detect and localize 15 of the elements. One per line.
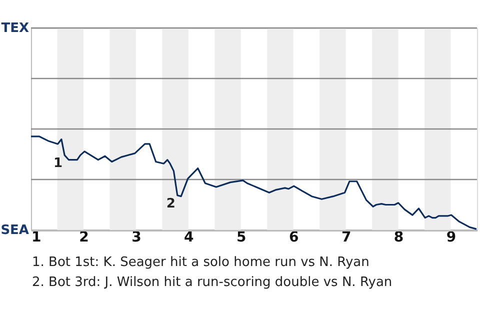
x-tick-label: 9 (446, 230, 456, 246)
annotation: 1 (54, 156, 63, 172)
x-tick-label: 2 (79, 230, 89, 246)
x-tick-label: 4 (184, 230, 194, 246)
annotation: 2 (166, 196, 176, 212)
text: SEA (0, 223, 29, 238)
text: 2. Bot 3rd: J. Wilson hit a run-scoring double vs N. Ryan (32, 275, 392, 290)
text: TEX (1, 21, 29, 36)
x-tick-label: 8 (394, 230, 404, 246)
x-tick-label: 6 (288, 230, 299, 246)
text: 1. Bot 1st: K. Seager hit a solo home run vs N. Ryan (32, 255, 370, 270)
x-tick-label: 1 (32, 230, 42, 246)
x-tick-label: 3 (132, 230, 142, 246)
x-tick-label: 7 (341, 230, 352, 246)
x-tick-label: 5 (236, 230, 246, 246)
